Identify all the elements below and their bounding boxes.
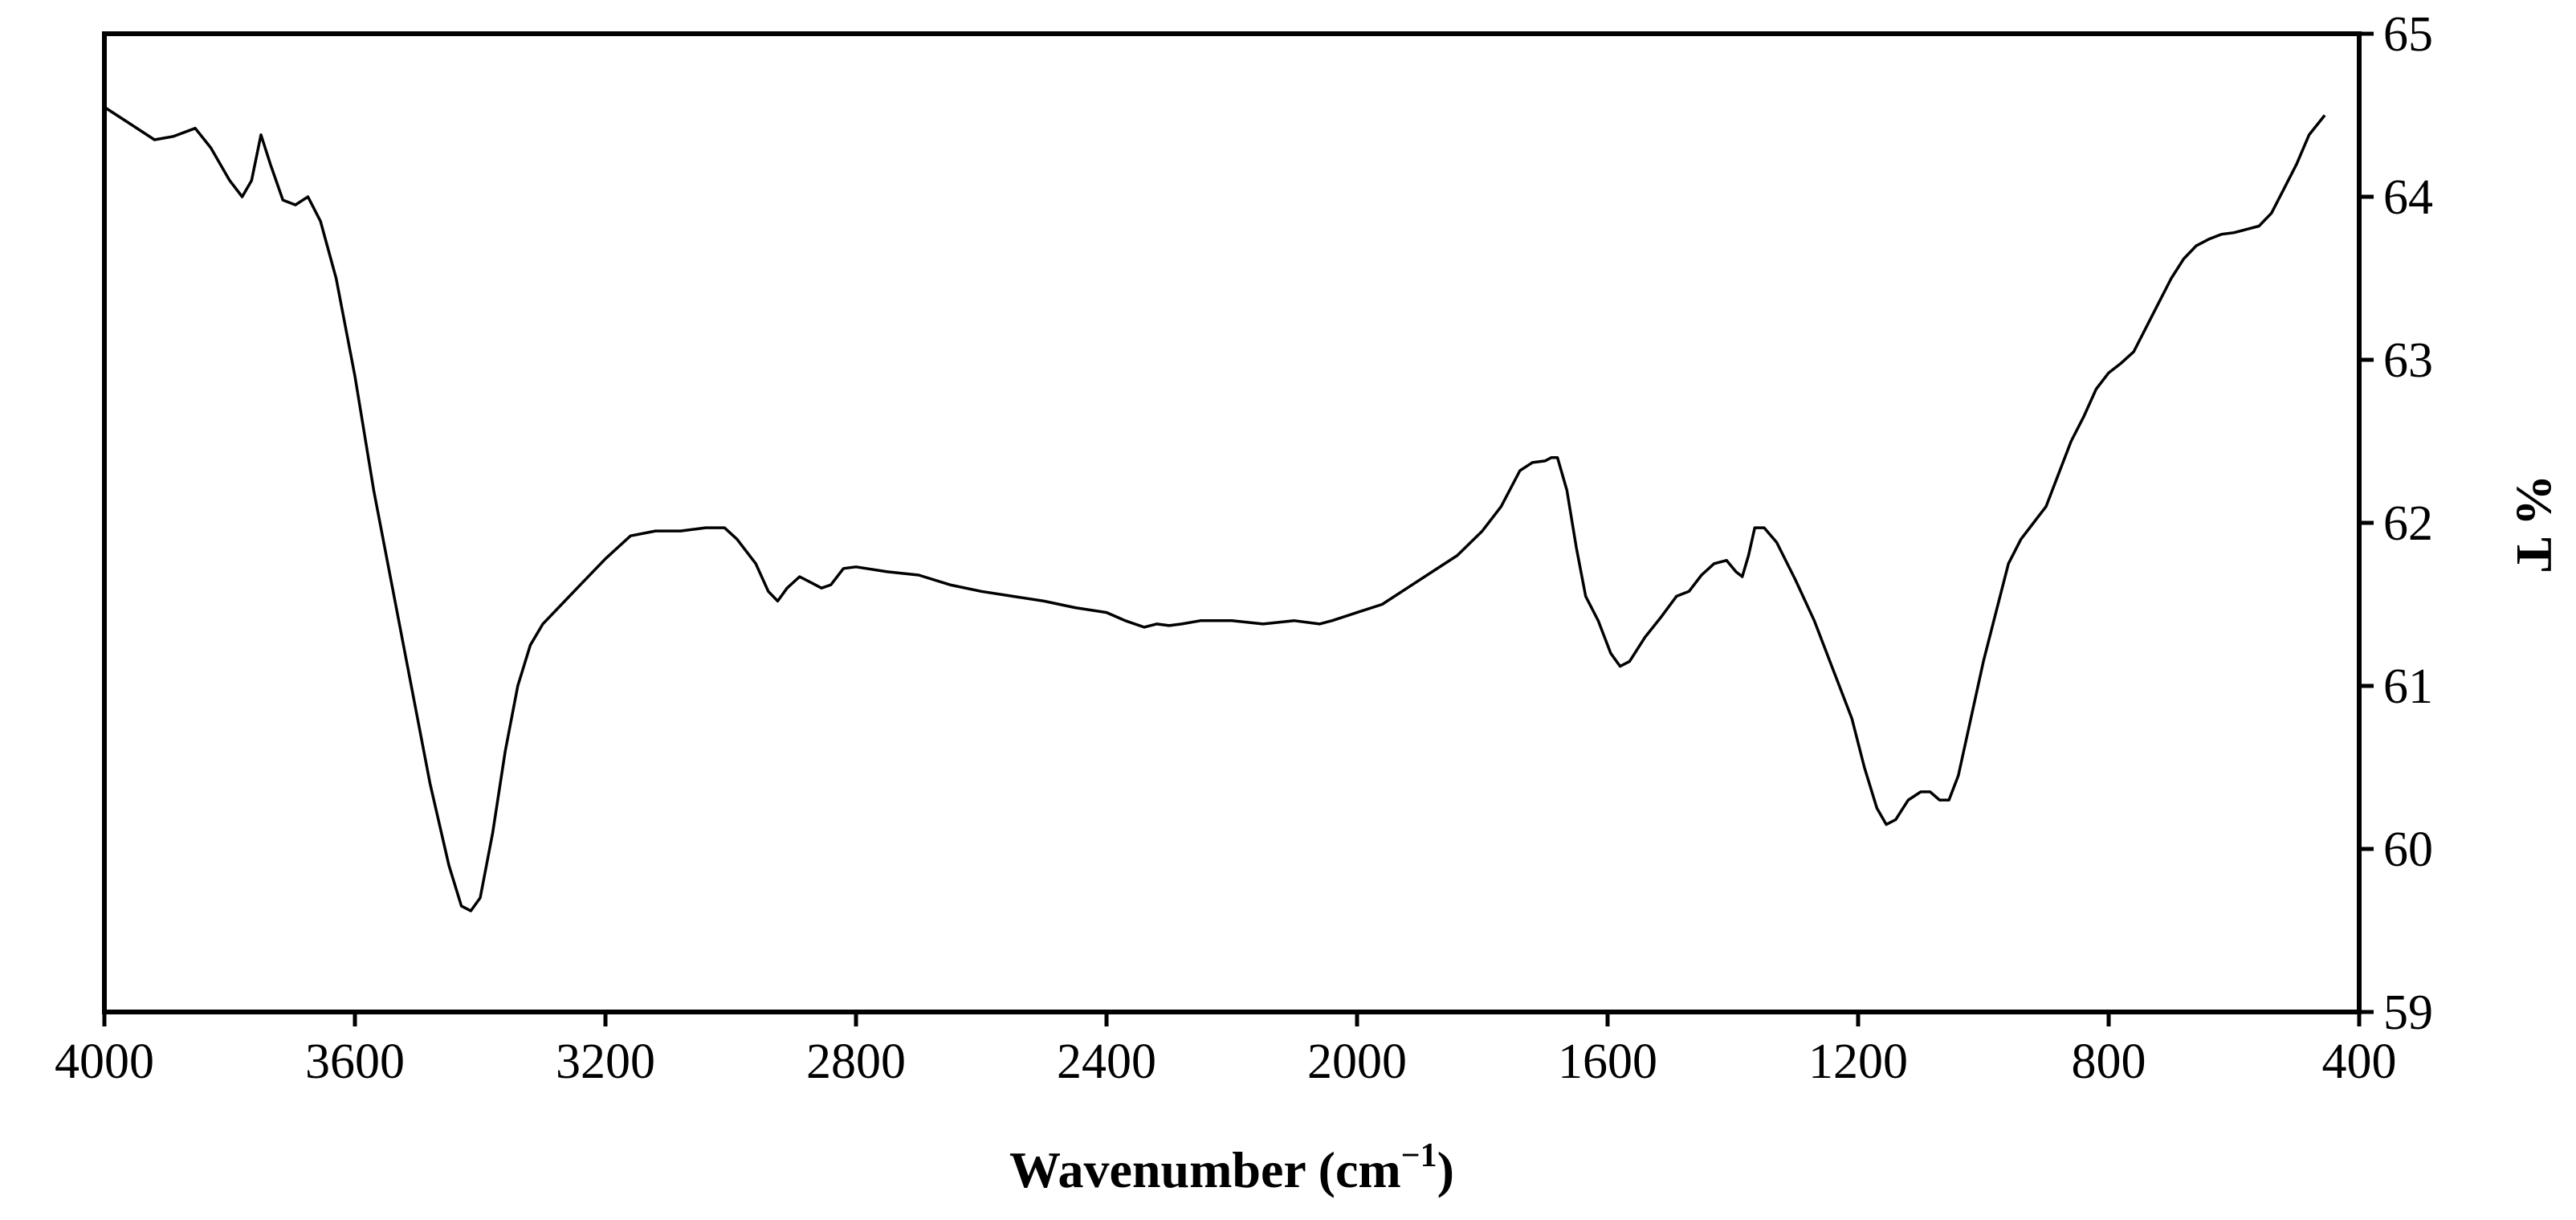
y-tick-label: 62	[2383, 496, 2433, 551]
y-axis-title: % T	[2506, 474, 2563, 572]
x-axis-title: Wavenumber (cm−1)	[1009, 1137, 1454, 1198]
y-tick-label: 60	[2383, 822, 2433, 877]
x-tick-label: 4000	[55, 1034, 154, 1089]
x-tick-label: 3200	[556, 1034, 655, 1089]
x-axis-ticks: 4000 3600 3200 2800 2400 2000 1600 1200 800 400	[55, 1012, 2397, 1089]
y-axis-ticks: 59 60 61 62 63 64 65	[2359, 7, 2433, 1040]
x-tick-label: 2000	[1307, 1034, 1407, 1089]
x-tick-label: 2800	[806, 1034, 906, 1089]
x-tick-label: 3600	[305, 1034, 405, 1089]
x-tick-label: 800	[2072, 1034, 2146, 1089]
y-tick-label: 64	[2383, 170, 2433, 225]
y-tick-label: 61	[2383, 659, 2433, 714]
series-line-transmittance	[104, 105, 2326, 912]
x-tick-label: 1600	[1558, 1034, 1657, 1089]
y-tick-label: 65	[2383, 7, 2433, 62]
x-tick-label: 1200	[1808, 1034, 1908, 1089]
x-axis-title-superscript: −1	[1401, 1137, 1437, 1174]
plot-area-frame	[102, 31, 2362, 1014]
y-tick-label: 59	[2383, 985, 2433, 1040]
x-tick-label: 400	[2322, 1034, 2397, 1089]
y-tick-label: 63	[2383, 333, 2433, 388]
x-tick-label: 2400	[1057, 1034, 1156, 1089]
